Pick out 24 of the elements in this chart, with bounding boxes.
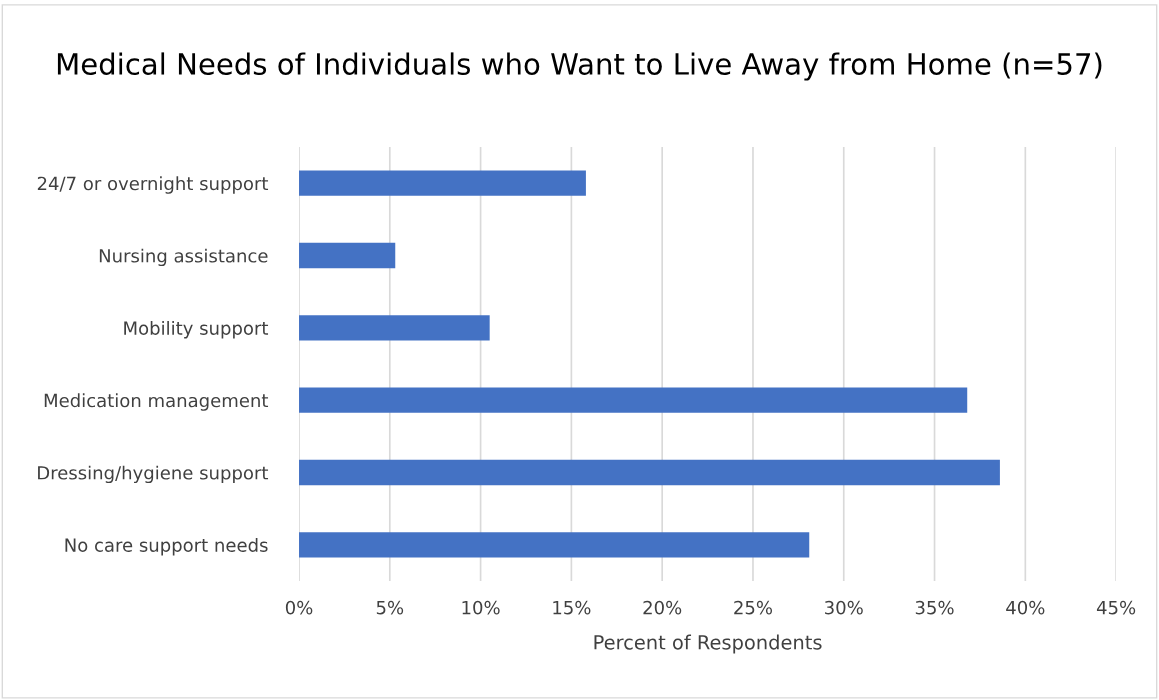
- y-tick-label: Mobility support: [124, 320, 269, 339]
- x-axis-title: Percent of Respondents: [594, 634, 822, 654]
- y-tick-label: 24/7 or overnight support: [37, 176, 269, 194]
- bar: [299, 170, 586, 196]
- x-tick-label: 30%: [825, 600, 863, 615]
- x-tick-label: 35%: [915, 600, 954, 615]
- y-tick-label: Dressing/hygiene support: [38, 465, 269, 484]
- chart-title: Medical Needs of Individuals who Want to Live Away from Home (n=57): [57, 52, 1102, 81]
- y-tick-label: No care support needs: [65, 537, 268, 556]
- x-tick-label: 5%: [376, 600, 404, 615]
- bar: [299, 315, 490, 341]
- y-tick-label: Medication management: [44, 393, 269, 411]
- x-tick-label: 20%: [643, 600, 682, 615]
- bar: [299, 387, 968, 413]
- x-tick-label: 40%: [1006, 600, 1045, 615]
- y-tick-label: Nursing assistance: [99, 248, 268, 267]
- bar: [299, 242, 396, 269]
- x-tick-label: 45%: [1096, 600, 1136, 615]
- bar: [299, 532, 810, 558]
- bar: [299, 459, 1000, 486]
- x-tick-label: 25%: [734, 600, 773, 615]
- x-tick-label: 0%: [285, 600, 313, 615]
- x-tick-label: 10%: [462, 600, 500, 615]
- x-tick-label: 15%: [553, 600, 591, 615]
